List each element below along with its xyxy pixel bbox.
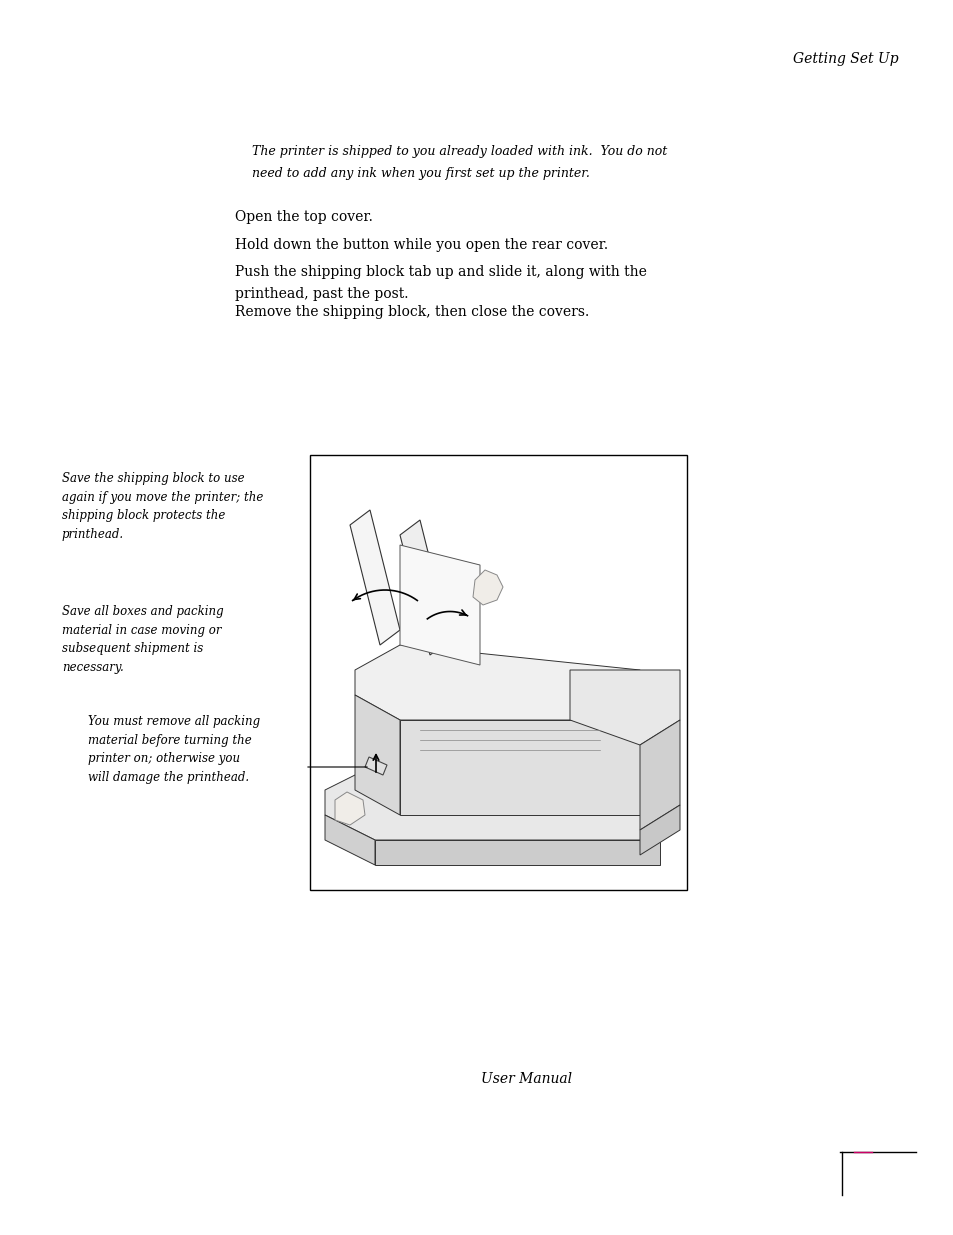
Text: need to add any ink when you first set up the printer.: need to add any ink when you first set u… — [252, 167, 589, 180]
Text: Getting Set Up: Getting Set Up — [793, 52, 898, 65]
Text: material before turning the: material before turning the — [88, 734, 252, 746]
Polygon shape — [639, 805, 679, 855]
Polygon shape — [639, 720, 679, 830]
Text: material in case moving or: material in case moving or — [62, 624, 221, 636]
Text: necessary.: necessary. — [62, 661, 124, 673]
Text: Hold down the button while you open the rear cover.: Hold down the button while you open the … — [234, 238, 607, 252]
Polygon shape — [399, 720, 639, 815]
Text: You must remove all packing: You must remove all packing — [88, 715, 260, 727]
Text: printer on; otherwise you: printer on; otherwise you — [88, 752, 240, 764]
Polygon shape — [375, 840, 659, 864]
Polygon shape — [350, 510, 399, 645]
Polygon shape — [355, 645, 639, 720]
Text: shipping block protects the: shipping block protects the — [62, 509, 225, 522]
Text: again if you move the printer; the: again if you move the printer; the — [62, 490, 263, 504]
Text: Remove the shipping block, then close the covers.: Remove the shipping block, then close th… — [234, 305, 589, 319]
Text: User Manual: User Manual — [481, 1072, 572, 1086]
Polygon shape — [365, 757, 387, 776]
Text: printhead.: printhead. — [62, 527, 124, 541]
Text: Push the shipping block tab up and slide it, along with the: Push the shipping block tab up and slide… — [234, 266, 646, 279]
Polygon shape — [335, 792, 365, 825]
Text: printhead, past the post.: printhead, past the post. — [234, 287, 408, 301]
Text: Open the top cover.: Open the top cover. — [234, 210, 373, 224]
Text: will damage the printhead.: will damage the printhead. — [88, 771, 249, 783]
Polygon shape — [399, 545, 479, 664]
Text: The printer is shipped to you already loaded with ink.  You do not: The printer is shipped to you already lo… — [252, 144, 666, 158]
Polygon shape — [325, 815, 375, 864]
Polygon shape — [325, 764, 659, 840]
Text: Save the shipping block to use: Save the shipping block to use — [62, 472, 244, 485]
Polygon shape — [473, 571, 502, 605]
Text: subsequent shipment is: subsequent shipment is — [62, 642, 203, 655]
Text: Save all boxes and packing: Save all boxes and packing — [62, 605, 223, 618]
Polygon shape — [569, 671, 679, 745]
Bar — [310, 454, 686, 890]
Polygon shape — [399, 520, 450, 655]
Polygon shape — [355, 695, 399, 815]
